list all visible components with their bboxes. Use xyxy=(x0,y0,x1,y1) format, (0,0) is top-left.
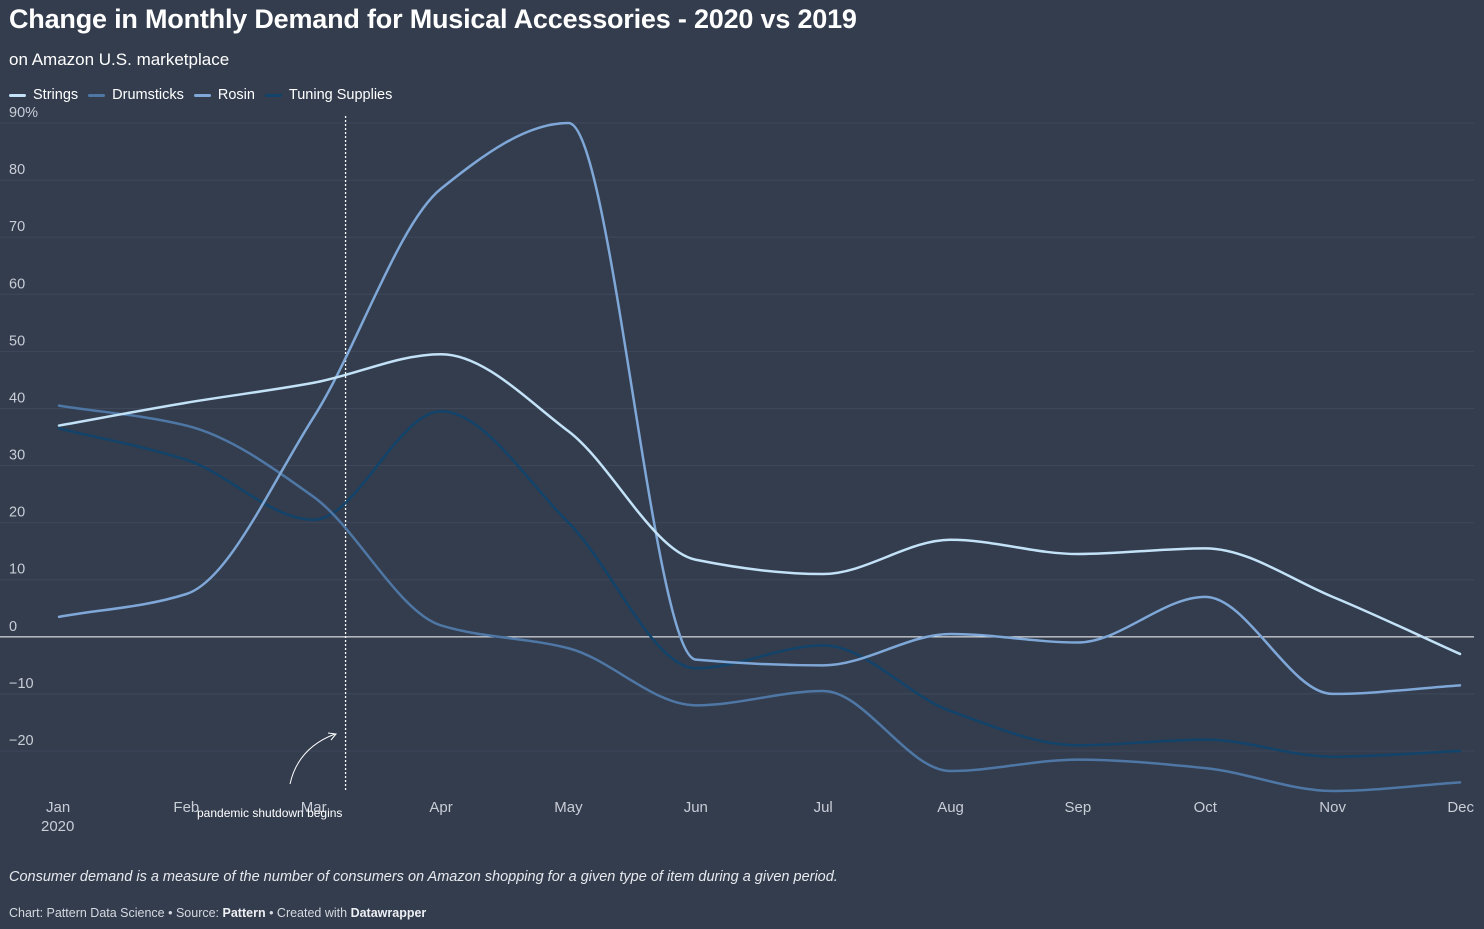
chart-subtitle: on Amazon U.S. marketplace xyxy=(9,50,230,69)
x-tick-label: Jan xyxy=(46,799,70,816)
y-tick-label: 40 xyxy=(9,390,25,406)
y-tick-label: 30 xyxy=(9,448,25,464)
x-tick-label: Feb xyxy=(173,799,199,816)
y-tick-label: 60 xyxy=(9,276,25,292)
legend-swatch xyxy=(9,93,26,97)
legend-item: Strings xyxy=(9,87,78,103)
y-tick-label: −10 xyxy=(9,676,34,692)
legend-swatch xyxy=(193,93,211,97)
legend-label: Drumsticks xyxy=(112,87,184,103)
credit-mid: • Created with xyxy=(265,906,351,920)
chart-title: Change in Monthly Demand for Musical Acc… xyxy=(9,4,857,34)
x-tick-label: Nov xyxy=(1319,799,1346,816)
x-tick-label: Jun xyxy=(684,799,708,816)
legend-label: Rosin xyxy=(217,87,255,103)
legend-item: Rosin xyxy=(193,87,255,103)
legend-label: Tuning Supplies xyxy=(288,87,393,103)
chart-legend: Strings Drumsticks Rosin Tuning Supplies xyxy=(9,87,392,103)
legend-item: Tuning Supplies xyxy=(264,87,393,103)
chart-credits: Chart: Pattern Data Science • Source: Pa… xyxy=(9,906,426,920)
y-tick-label: 0 xyxy=(9,619,17,635)
source-name: Pattern xyxy=(222,906,266,920)
series-line-strings xyxy=(57,352,1462,656)
series-line-tuning-supplies xyxy=(57,410,1462,758)
tool-name: Datawrapper xyxy=(350,906,427,920)
legend-label: Strings xyxy=(33,87,79,103)
y-tick-label: 80 xyxy=(9,162,25,178)
y-tick-label: 70 xyxy=(9,219,25,235)
annotation-label: pandemic shutdown begins xyxy=(197,806,342,820)
y-tick-label: 10 xyxy=(9,562,25,578)
series-line-drumsticks xyxy=(57,404,1462,793)
x-tick-label: Mar xyxy=(301,799,327,816)
x-tick-label: May xyxy=(554,799,583,816)
y-tick-label: −20 xyxy=(9,733,34,749)
y-tick-label: 20 xyxy=(9,505,25,521)
x-tick-label: Dec xyxy=(1447,799,1474,816)
x-year-label: 2020 xyxy=(41,818,74,835)
x-tick-label: Apr xyxy=(429,799,452,816)
legend-swatch xyxy=(88,93,106,97)
x-tick-label: Oct xyxy=(1194,799,1218,816)
series-line-rosin xyxy=(57,121,1462,696)
x-tick-label: Aug xyxy=(937,799,964,816)
legend-item: Drumsticks xyxy=(88,87,184,103)
annotation-arrow xyxy=(289,733,336,785)
y-tick-label: 50 xyxy=(9,333,25,349)
y-tick-label: 90% xyxy=(9,105,38,121)
credit-prefix: Chart: Pattern Data Science • Source: xyxy=(9,906,223,920)
x-tick-label: Jul xyxy=(814,799,833,816)
annotation-arrowhead xyxy=(327,732,337,741)
x-tick-label: Sep xyxy=(1065,799,1092,816)
chart-note: Consumer demand is a measure of the numb… xyxy=(9,869,838,885)
legend-swatch xyxy=(264,93,282,97)
